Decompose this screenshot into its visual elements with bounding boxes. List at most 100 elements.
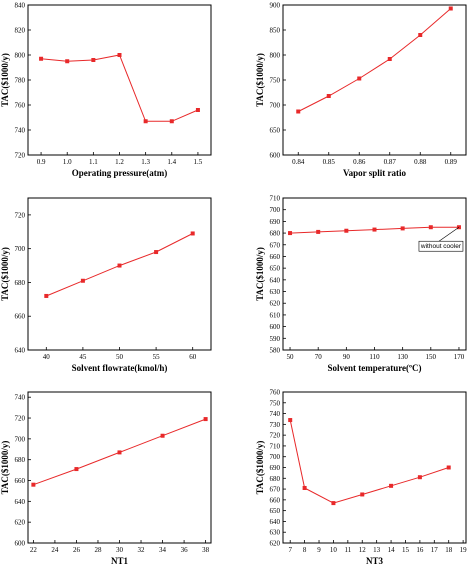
x-tick-label: 8 (303, 546, 307, 554)
y-tick-label: 820 (15, 27, 26, 35)
data-point (44, 293, 49, 298)
y-tick-label: 670 (270, 486, 281, 494)
y-tick-label: 600 (270, 152, 281, 160)
y-tick-label: 740 (270, 410, 281, 418)
y-tick-label: 740 (15, 394, 26, 402)
y-tick-label: 640 (270, 276, 281, 284)
y-tick-label: 680 (270, 475, 281, 483)
x-tick-label: 1.5 (194, 158, 203, 166)
chart-panel-1: 0.9 1.0 1.1 1.2 1.3 1.4 1.5 720 740 760 780 800 820 8… (0, 2, 212, 178)
y-tick-label: 600 (15, 540, 26, 548)
x-tick-label: 130 (397, 353, 408, 361)
x-tick-label: 55 (153, 353, 161, 361)
data-point (195, 108, 200, 112)
y-tick-label: 660 (270, 253, 281, 261)
y-axis-title: TAC($1000/y) (255, 53, 265, 107)
data-point (357, 76, 362, 81)
y-tick-label: 640 (270, 518, 281, 526)
y-tick-label: 750 (270, 77, 281, 85)
data-point (417, 475, 422, 480)
y-tick-label: 700 (15, 435, 26, 443)
data-point (331, 501, 336, 506)
y-tick-label: 720 (270, 432, 281, 440)
y-tick-label: 580 (270, 347, 281, 355)
y-tick-label: 710 (270, 442, 281, 450)
chart-panel-3: 40 45 50 55 60 640 660 680 700 720 Solvent flowrat… (0, 197, 212, 373)
y-tick-label: 650 (270, 507, 281, 515)
y-axis-title: TAC($1000/y) (255, 441, 265, 495)
chart-panel-2: 0.84 0.85 0.86 0.87 0.88 0.89 600 650 700 750 800 8… (255, 2, 467, 178)
x-tick-label: 1.3 (141, 158, 150, 166)
data-point (428, 225, 433, 230)
x-tick-label: 16 (416, 546, 424, 554)
data-point (389, 483, 394, 488)
x-tick-label: 170 (454, 353, 465, 361)
data-point (117, 450, 122, 455)
series-line (41, 54, 199, 122)
y-tick-label: 640 (15, 498, 26, 506)
series-line (289, 419, 449, 504)
x-tick-label: 0.85 (323, 158, 336, 166)
y-tick-label: 700 (270, 453, 281, 461)
x-tick-label: 28 (94, 546, 102, 554)
data-point (169, 119, 174, 124)
data-point (39, 56, 44, 61)
y-tick-label: 660 (15, 477, 26, 485)
data-point (190, 231, 195, 236)
data-point (65, 59, 70, 64)
chart-panel-6: 7 8 9 10 11 12 13 14 15 16 17 18 19 620 630 640 650 660 67… (255, 389, 467, 567)
y-tick-label: 800 (15, 52, 26, 60)
x-tick-label: 50 (116, 353, 124, 361)
y-tick-label: 730 (270, 421, 281, 429)
data-point (143, 119, 148, 124)
x-tick-label: 0.88 (414, 158, 427, 166)
y-tick-label: 720 (15, 415, 26, 423)
x-axis-title: NT1 (111, 556, 129, 566)
chart-panel-4: 50 70 90 110 130 150 170 580 590 600 610 620 630 640 6… (255, 195, 467, 373)
x-tick-label: 24 (51, 546, 59, 554)
plot-frame (282, 197, 467, 351)
y-tick-label: 670 (270, 241, 281, 249)
x-axis-title: Vapor split ratio (343, 168, 407, 178)
data-point (387, 57, 392, 61)
y-axis-title: TAC($1000/y) (0, 53, 10, 107)
x-tick-label: 40 (43, 353, 51, 361)
annotation-leader (438, 226, 460, 242)
x-tick-label: 22 (30, 546, 38, 554)
x-tick-label: 13 (373, 546, 381, 554)
plot-frame (282, 4, 467, 156)
data-point (360, 492, 365, 497)
y-tick-label: 690 (270, 464, 281, 472)
y-tick-label: 610 (270, 311, 281, 319)
data-point (446, 465, 451, 470)
x-tick-label: 0.84 (292, 158, 305, 166)
data-point (160, 433, 165, 438)
y-tick-label: 660 (15, 313, 26, 321)
data-point (326, 94, 331, 98)
y-tick-label: 650 (270, 127, 281, 135)
x-tick-label: 18 (445, 546, 453, 554)
y-tick-label: 680 (15, 456, 26, 464)
x-tick-label: 7 (288, 546, 292, 554)
y-tick-label: 620 (15, 519, 26, 527)
x-tick-label: 45 (79, 353, 87, 361)
y-tick-label: 750 (270, 399, 281, 407)
y-tick-label: 700 (270, 206, 281, 214)
y-tick-label: 630 (270, 288, 281, 296)
data-point (372, 227, 377, 232)
y-tick-label: 720 (15, 152, 26, 160)
x-tick-label: 1.4 (167, 158, 176, 166)
y-tick-label: 700 (15, 245, 26, 253)
x-tick-label: 1.2 (115, 158, 124, 166)
data-point (418, 33, 423, 37)
y-tick-label: 740 (15, 127, 26, 135)
data-point (31, 482, 36, 487)
y-tick-label: 700 (270, 102, 281, 110)
x-axis-title: Solvent flowrate(kmol/h) (72, 363, 168, 373)
x-tick-label: 0.86 (353, 158, 366, 166)
y-tick-label: 760 (15, 102, 26, 110)
y-tick-label: 630 (270, 529, 281, 537)
y-tick-label: 640 (15, 347, 26, 355)
y-tick-label: 800 (270, 52, 281, 60)
